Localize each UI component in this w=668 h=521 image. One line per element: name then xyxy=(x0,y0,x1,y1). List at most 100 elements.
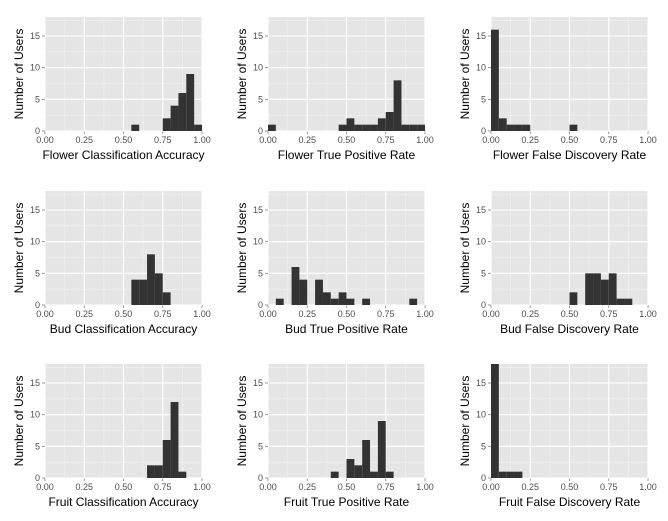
histogram-bar xyxy=(491,29,499,132)
x-tick-label: 1.00 xyxy=(639,309,657,319)
x-tick-label: 1.00 xyxy=(193,482,211,492)
y-tick-label: 15 xyxy=(476,205,486,215)
histogram-bar xyxy=(385,112,394,131)
x-tick-label: 0.00 xyxy=(259,135,277,145)
x-tick-label: 0.75 xyxy=(600,135,618,145)
histogram-bar xyxy=(338,292,347,305)
y-tick-label: 0 xyxy=(35,126,40,136)
x-tick-label: 0.75 xyxy=(600,482,618,492)
y-tick-label: 0 xyxy=(481,473,486,483)
histogram-bar xyxy=(131,279,140,305)
histogram-bar xyxy=(291,267,300,305)
x-axis-title: Flower False Discovery Rate xyxy=(493,148,647,162)
x-tick-label: 0.00 xyxy=(36,482,54,492)
y-axis-title: Number of Users xyxy=(12,203,26,294)
x-tick-label: 0.50 xyxy=(115,135,133,145)
x-tick-label: 0.50 xyxy=(338,309,356,319)
x-tick-label: 0.25 xyxy=(75,135,93,145)
y-tick-label: 15 xyxy=(253,378,263,388)
y-tick-label: 10 xyxy=(30,63,40,73)
x-axis-title: Fruit False Discovery Rate xyxy=(499,495,641,509)
histogram-bar xyxy=(338,124,347,131)
y-axis-title: Number of Users xyxy=(12,29,26,120)
histogram-panel-5: 0.00 0.25 0.50 0.75 1.00 0 5 10 15 Bud True Posit… xyxy=(235,191,434,336)
histogram-bar xyxy=(322,292,331,305)
histogram-bar xyxy=(139,279,148,305)
x-tick-label: 0.50 xyxy=(115,482,133,492)
x-axis-title: Bud Classification Accuracy xyxy=(50,322,197,336)
y-tick-label: 0 xyxy=(258,126,263,136)
y-tick-label: 15 xyxy=(30,205,40,215)
histogram-bar xyxy=(131,124,140,131)
histogram-bar xyxy=(299,279,308,305)
histogram-bar xyxy=(593,273,601,305)
histogram-bar xyxy=(585,273,594,305)
histogram-panel-7: 0.00 0.25 0.50 0.75 1.00 0 5 10 15 Fruit Classifi… xyxy=(12,364,211,509)
histogram-bar xyxy=(154,465,163,478)
histogram-bar xyxy=(315,279,323,305)
histogram-bar xyxy=(417,124,425,131)
x-tick-label: 0.25 xyxy=(521,482,539,492)
y-tick-label: 15 xyxy=(476,31,486,41)
y-axis-title: Number of Users xyxy=(12,376,26,467)
x-tick-label: 0.50 xyxy=(338,135,356,145)
x-tick-label: 1.00 xyxy=(416,135,434,145)
y-tick-label: 15 xyxy=(253,31,263,41)
y-tick-label: 15 xyxy=(30,378,40,388)
x-tick-label: 1.00 xyxy=(416,309,434,319)
y-tick-label: 10 xyxy=(476,63,486,73)
y-tick-label: 15 xyxy=(476,378,486,388)
histogram-bar xyxy=(522,124,531,131)
y-tick-label: 5 xyxy=(35,441,40,451)
x-tick-label: 1.00 xyxy=(639,482,657,492)
y-tick-label: 5 xyxy=(258,441,263,451)
histogram-bar xyxy=(491,364,499,478)
y-tick-label: 0 xyxy=(258,473,263,483)
x-tick-label: 0.00 xyxy=(482,135,500,145)
histogram-panel-9: 0.00 0.25 0.50 0.75 1.00 0 5 10 15 Fruit False Di… xyxy=(458,364,657,509)
x-tick-label: 0.75 xyxy=(600,309,618,319)
x-tick-label: 0.50 xyxy=(115,309,133,319)
x-tick-label: 1.00 xyxy=(416,482,434,492)
y-tick-label: 10 xyxy=(476,410,486,420)
histogram-bar xyxy=(178,93,187,131)
x-tick-label: 0.75 xyxy=(377,135,395,145)
x-tick-label: 0.00 xyxy=(259,309,277,319)
histogram-bar xyxy=(393,80,402,131)
histogram-panel-2: 0.00 0.25 0.50 0.75 1.00 0 5 10 15 Flower True Po… xyxy=(235,17,434,162)
histogram-panel-1: 0.00 0.25 0.50 0.75 1.00 0 5 10 15 Flower Classif… xyxy=(12,17,211,162)
histogram-bar xyxy=(346,118,355,131)
histogram-bar xyxy=(514,471,523,478)
x-tick-label: 0.50 xyxy=(561,135,579,145)
x-tick-label: 1.00 xyxy=(193,135,211,145)
y-tick-label: 15 xyxy=(253,205,263,215)
x-tick-label: 0.25 xyxy=(75,309,93,319)
histogram-bar xyxy=(370,471,378,478)
x-tick-label: 0.25 xyxy=(298,135,316,145)
histogram-bar xyxy=(616,298,625,305)
histogram-bar xyxy=(370,124,378,131)
histogram-bar xyxy=(178,471,187,478)
x-tick-label: 0.25 xyxy=(75,482,93,492)
x-tick-label: 0.00 xyxy=(482,309,500,319)
y-axis-title: Number of Users xyxy=(235,376,249,467)
histogram-bar xyxy=(409,298,418,305)
x-tick-label: 0.25 xyxy=(521,309,539,319)
histogram-bar xyxy=(608,273,617,305)
histogram-bar xyxy=(330,298,339,305)
y-axis-title: Number of Users xyxy=(458,376,472,467)
histogram-bar xyxy=(354,124,363,131)
histogram-bar xyxy=(514,124,523,131)
y-axis-title: Number of Users xyxy=(458,29,472,120)
histogram-bar xyxy=(330,471,339,478)
y-tick-label: 5 xyxy=(35,268,40,278)
x-tick-label: 0.00 xyxy=(36,135,54,145)
y-tick-label: 0 xyxy=(481,300,486,310)
histogram-bar xyxy=(275,298,284,305)
x-tick-label: 0.25 xyxy=(298,309,316,319)
y-tick-label: 5 xyxy=(258,268,263,278)
x-tick-label: 0.75 xyxy=(154,482,172,492)
histogram-bar xyxy=(362,298,371,305)
histogram-bar xyxy=(385,471,394,478)
y-tick-label: 0 xyxy=(35,300,40,310)
